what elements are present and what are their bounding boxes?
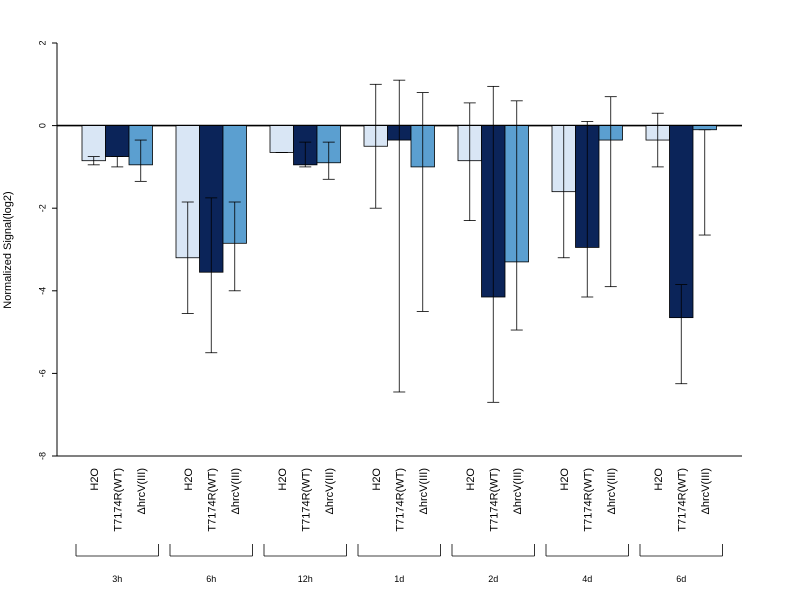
bar [81,125,106,162]
group-label: 2d [488,574,498,584]
bar-label: ΔhrcV(III) [512,468,524,514]
bar-label: ΔhrcV(III) [230,468,242,514]
bar-label: ΔhrcV(III) [324,468,336,514]
y-axis-label: Normalized Signal(log2) [2,191,14,308]
group-label: 3h [112,574,122,584]
group-label: 6h [206,574,216,584]
bar-label: ΔhrcV(III) [136,468,148,514]
bar-label: T7174R(WT) [582,468,594,532]
bar-label: H2O [89,468,101,491]
bar-label: ΔhrcV(III) [700,468,712,514]
bar-label: T7174R(WT) [206,468,218,532]
bar-label: H2O [277,468,289,491]
group-label: 12h [298,574,313,584]
bar-label: ΔhrcV(III) [418,468,430,514]
bar [105,125,130,157]
group-label: 6d [676,574,686,584]
y-tick-label: -4 [37,287,47,295]
group-brackets: 3h 6h 12h 1d 2d 4d 6d [75,544,723,584]
y-tick-label: -8 [37,452,47,460]
bar-label: T7174R(WT) [300,468,312,532]
bar [692,125,717,131]
y-tick-label: 2 [37,40,47,45]
y-tick-label: -6 [37,369,47,377]
group-label: 4d [582,574,592,584]
bar-label: H2O [559,468,571,491]
bar-label: T7174R(WT) [112,468,124,532]
bar-label: H2O [465,468,477,491]
bar-label: H2O [371,468,383,491]
bar-label: T7174R(WT) [394,468,406,532]
y-axis: 2 0 -2 -4 -6 -8 [37,40,58,460]
bar-label: H2O [183,468,195,491]
group-label: 1d [394,574,404,584]
category-labels: H2O T7174R(WT) ΔhrcV(III) H2O T7174R(WT) Δhrc… [89,468,712,532]
bar-label: ΔhrcV(III) [606,468,618,514]
y-tick-label: 0 [37,123,47,128]
bar-label: T7174R(WT) [488,468,500,532]
y-tick-label: -2 [37,204,47,212]
error-bars [87,79,711,403]
bar-label: T7174R(WT) [676,468,688,532]
bar [269,125,294,153]
bar-label: H2O [653,468,665,491]
